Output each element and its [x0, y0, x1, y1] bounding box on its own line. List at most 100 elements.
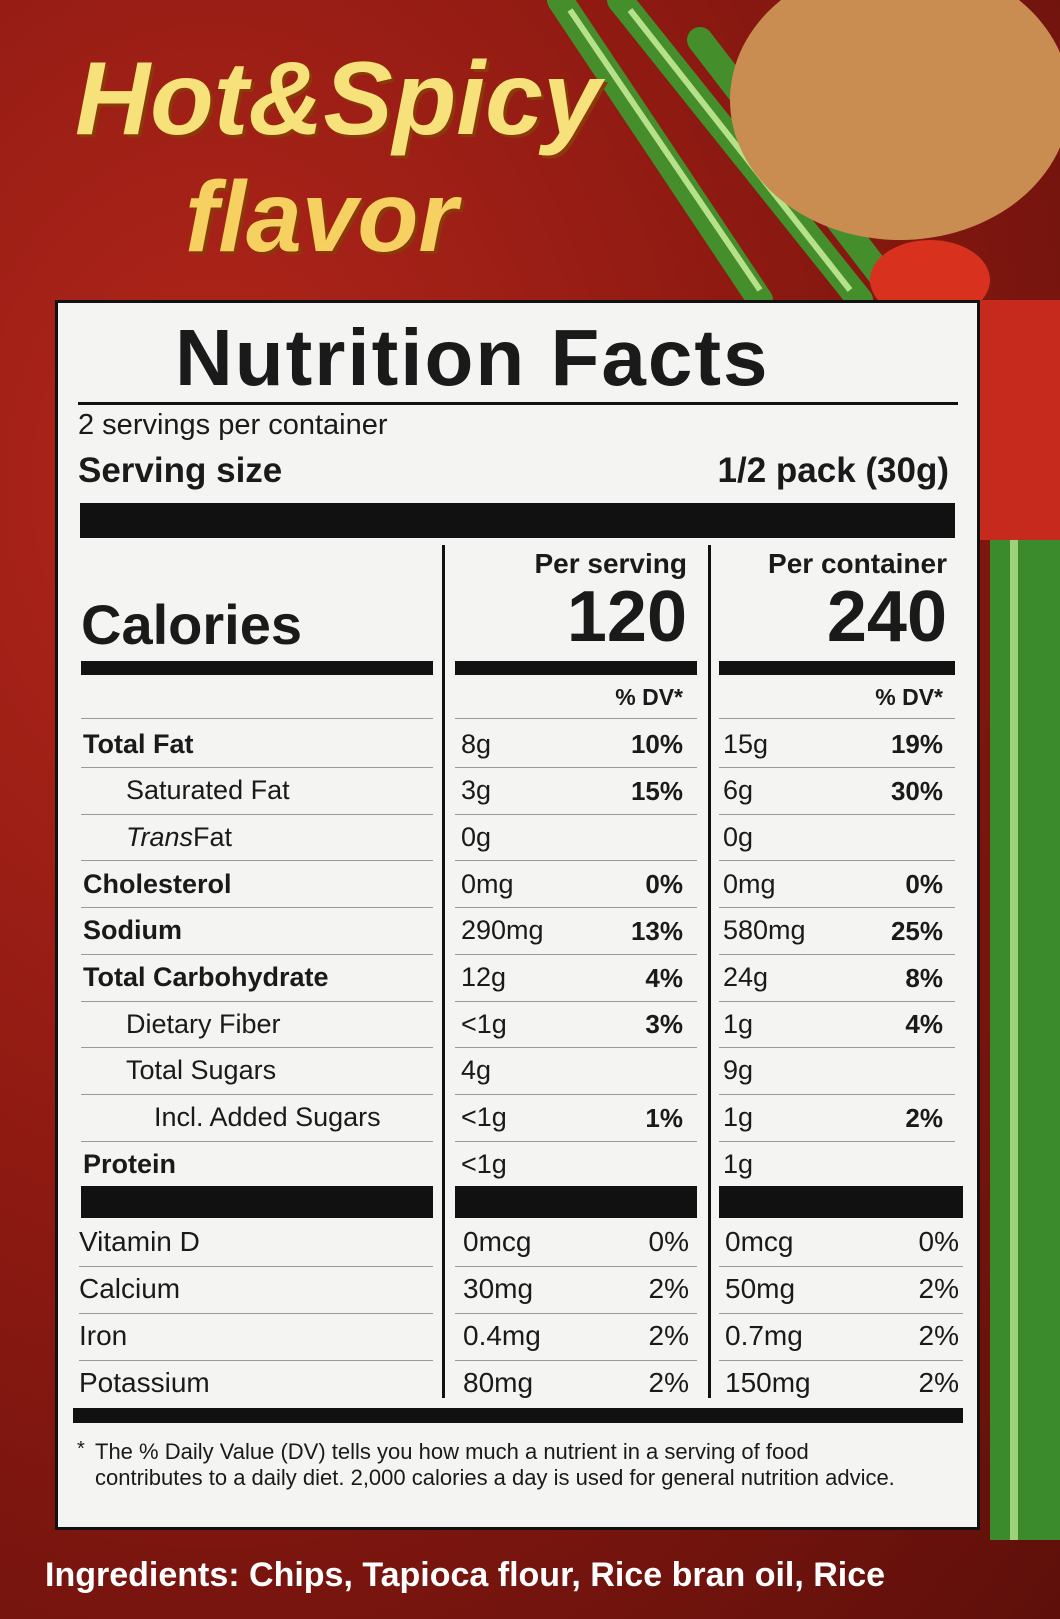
column-heading: Per container: [768, 548, 947, 579]
thin-rule: [455, 813, 697, 815]
thin-rule: [81, 907, 433, 909]
daily-value: 30%: [890, 775, 943, 806]
nutrient-name: Total Sugars: [126, 1055, 277, 1086]
amount: 1g: [723, 1148, 754, 1179]
thin-rule: [719, 1360, 963, 1361]
thin-rule: [81, 718, 433, 719]
daily-value: 1%: [645, 1102, 683, 1133]
thin-rule: [455, 1313, 697, 1314]
thin-rule: [79, 1360, 433, 1361]
daily-value: 2%: [648, 1320, 689, 1351]
footnote: The % Daily Value (DV) tells you how muc…: [95, 1439, 895, 1490]
thin-rule: [79, 1266, 433, 1267]
amount: 580mg: [723, 915, 806, 946]
nutrient-name: Total Fat: [83, 728, 194, 759]
thin-rule: [719, 1047, 955, 1049]
background-art: [547, 0, 1060, 300]
daily-value: 2%: [918, 1320, 959, 1351]
thin-rule: [455, 907, 697, 909]
daily-value: 2%: [648, 1273, 689, 1304]
thin-rule: [455, 1140, 697, 1142]
thin-rule: [719, 813, 955, 815]
ingredients: Ingredients: Chips, Tapioca flour, Rice …: [45, 1556, 886, 1594]
dv-heading: % DV*: [875, 683, 943, 710]
nutrient-name: Saturated Fat: [126, 775, 290, 806]
daily-value: 2%: [905, 1102, 943, 1133]
daily-value: 2%: [918, 1273, 959, 1304]
amount: 15g: [723, 728, 769, 759]
thick-rule: [81, 1186, 433, 1218]
nutrient-name: Dietary Fiber: [126, 1008, 281, 1039]
nutrient-name-italic: Trans: [126, 821, 194, 852]
thick-rule: [78, 402, 958, 405]
thin-rule: [719, 718, 955, 719]
amount: <1g: [461, 1102, 507, 1133]
daily-value: 19%: [890, 729, 943, 759]
amount: <1g: [461, 1148, 507, 1179]
label-title: Nutrition Facts: [175, 313, 770, 402]
daily-value: 13%: [630, 915, 683, 946]
amount: 8g: [461, 728, 492, 759]
nutrient-name: Sodium: [83, 915, 182, 946]
flavor-subtitle: flavor: [185, 161, 458, 273]
nutrient-name: Total Carbohydrate: [83, 962, 329, 992]
thick-rule: [719, 1186, 963, 1218]
amount: 0.7mg: [725, 1320, 803, 1351]
daily-value: 15%: [630, 775, 683, 806]
daily-value: 2%: [648, 1367, 689, 1398]
thin-rule: [81, 953, 433, 955]
amount: 30mg: [463, 1273, 534, 1304]
thin-rule: [455, 767, 697, 768]
daily-value: 0%: [905, 869, 943, 900]
amount: 0.4mg: [463, 1320, 541, 1351]
vitamin-name: Potassium: [79, 1367, 210, 1398]
daily-value: 25%: [890, 915, 943, 946]
thin-rule: [81, 1000, 433, 1002]
daily-value: 8%: [905, 962, 943, 993]
daily-value: 0%: [918, 1226, 959, 1257]
amount: 12g: [461, 962, 507, 992]
thin-rule: [81, 767, 433, 768]
nutrient-name: Protein: [83, 1148, 177, 1179]
amount: 1g: [723, 1102, 754, 1133]
thick-rule: [80, 503, 955, 538]
calories-label: Calories: [81, 593, 302, 656]
nutrient-name: Cholesterol: [83, 868, 232, 899]
thin-rule: [455, 1047, 697, 1049]
daily-value: 2%: [918, 1367, 959, 1398]
amount: 0mcg: [463, 1226, 532, 1257]
thin-rule: [719, 907, 955, 909]
serving-size-label: Serving size: [78, 450, 283, 490]
daily-value: 3%: [645, 1009, 683, 1040]
amount: 50mg: [725, 1273, 796, 1304]
amount: 0g: [723, 821, 754, 852]
thin-rule: [79, 1313, 433, 1314]
thin-rule: [719, 1000, 955, 1002]
amount: 9g: [723, 1055, 754, 1086]
daily-value: 10%: [630, 729, 683, 759]
daily-value: 4%: [905, 1009, 943, 1040]
amount: 0g: [461, 821, 492, 852]
amount: 24g: [723, 962, 769, 992]
thin-rule: [719, 767, 955, 768]
amount: 80mg: [463, 1367, 534, 1398]
thin-rule: [81, 860, 433, 862]
amount: 0mg: [461, 868, 514, 899]
thin-rule: [81, 813, 433, 815]
thin-rule: [719, 860, 955, 862]
vitamin-name: Calcium: [79, 1273, 181, 1304]
thick-rule: [73, 1408, 963, 1423]
thin-rule: [455, 1093, 697, 1095]
thin-rule: [455, 1360, 697, 1361]
thin-rule: [719, 1140, 955, 1142]
thin-rule: [719, 953, 955, 955]
amount: 4g: [461, 1055, 492, 1086]
thick-rule: [719, 661, 955, 675]
thick-rule: [455, 1186, 697, 1218]
daily-value: 0%: [645, 869, 683, 900]
amount: 290mg: [461, 915, 544, 946]
thin-rule: [719, 1266, 963, 1267]
thick-rule: [81, 661, 433, 675]
amount: 150mg: [725, 1367, 811, 1398]
